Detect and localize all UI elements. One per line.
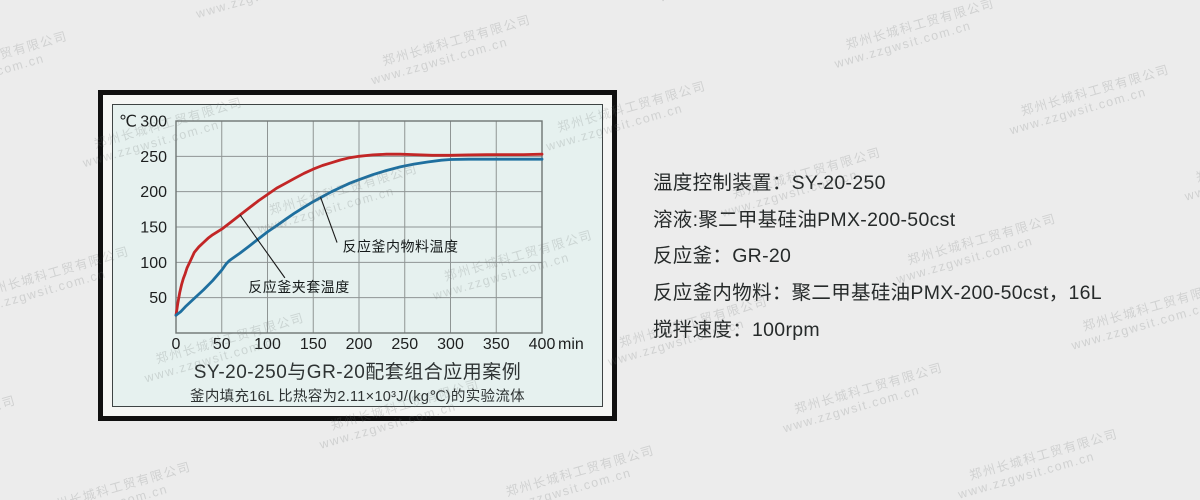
spec-label: 反应釜内物料 [653, 282, 772, 305]
watermark-url-text: www.zzgwsit.com.cn [956, 449, 1097, 500]
watermark-company-text: 郑州长城科工贸有限公司 [1194, 128, 1200, 185]
watermark-company-text: 郑州长城科工贸有限公司 [844, 0, 997, 53]
watermark-company-text: 郑州长城科工贸有限公司 [1019, 62, 1172, 119]
spec-value: GR-20 [732, 245, 792, 268]
spec-label: 温度控制装置 [653, 172, 772, 194]
spec-colon: ： [712, 245, 733, 268]
watermark-company-text: 郑州长城科工贸有限公司 [380, 12, 533, 69]
watermark-url-text: www.zzgwsit.com.cn [833, 18, 974, 72]
watermark-company-text: 郑州长城科工贸有限公司 [0, 29, 70, 85]
annotation-leader-line [320, 197, 338, 243]
watermark-url-text: www.zzgwsit.com.cn [1183, 151, 1200, 204]
series-line-material [174, 157, 544, 317]
spec-colon: ： [771, 282, 792, 305]
y-tick-label: 100 [140, 255, 167, 272]
y-tick-label: 150 [140, 220, 167, 237]
spec-colon: ： [732, 318, 753, 341]
x-tick-label: 0 [172, 336, 181, 353]
y-tick-label: 300 [140, 114, 167, 131]
spec-item-reactor-contents: 反应釜内物料：聚二甲基硅油PMX-200-50cst，16L [653, 275, 1102, 312]
spec-label: 搅拌速度 [653, 318, 733, 341]
spec-value: 聚二甲基硅油PMX-200-50cst [698, 208, 956, 231]
watermark-url-text: www.zzgwsit.com.cn [0, 408, 22, 468]
x-tick-label: 150 [300, 336, 327, 353]
watermark-company-text: 郑州长城科工贸有限公司 [792, 360, 945, 417]
y-tick-label: 250 [140, 149, 167, 166]
spec-item-solution: 溶液:聚二甲基硅油PMX-200-50cst [653, 202, 1102, 239]
annotation-label: 反应釜内物料温度 [343, 239, 459, 255]
x-tick-label: 350 [483, 336, 510, 353]
spec-value: 100rpm [752, 318, 820, 341]
x-tick-label: 400 [529, 336, 556, 353]
y-tick-label: 200 [140, 184, 167, 201]
series-line-jacket [174, 152, 544, 317]
spec-label: 反应釜 [653, 245, 713, 268]
watermark-url-text: www.zzgwsit.com.cn [0, 51, 47, 104]
watermark-url-text: www.zzgwsit.com.cn [493, 465, 634, 500]
x-tick-label: 200 [346, 336, 373, 353]
watermark-company-text: 郑州长城科工贸有限公司 [0, 393, 18, 450]
x-axis-unit: min [558, 336, 584, 353]
spec-label: 溶液 [653, 208, 693, 231]
watermark-url-text: www.zzgwsit.com.cn [369, 34, 510, 88]
spec-value: SY-20-250 [791, 172, 886, 194]
spec-list: 温度控制装置：SY-20-250 溶液:聚二甲基硅油PMX-200-50cst … [653, 165, 1102, 349]
annotation-label: 反应釜夹套温度 [248, 279, 350, 295]
spec-item-stirring-speed: 搅拌速度：100rpm [653, 312, 1102, 349]
watermark-company-text: 郑州长城科工贸有限公司 [967, 426, 1120, 483]
spec-value: 聚二甲基硅油PMX-200-50cst，16L [791, 282, 1102, 305]
y-tick-label: 50 [149, 290, 167, 307]
watermark-url-text: www.zzgwsit.com.cn [1008, 84, 1149, 138]
spec-colon: : [692, 208, 699, 231]
x-tick-label: 50 [213, 336, 231, 353]
chart-title: SY-20-250与GR-20配套组合应用案例 [193, 362, 522, 383]
spec-colon: ： [771, 172, 792, 194]
plot-border [175, 120, 543, 334]
chart-subtitle: 釜内填充16L 比热容为2.11×10³J/(kg℃)的实验流体 [190, 389, 525, 405]
x-tick-label: 250 [391, 336, 418, 353]
watermark-url-text: www.zzgwsit.com.cn [195, 0, 362, 21]
x-tick-label: 100 [254, 336, 281, 353]
spec-item-reactor: 反应釜：GR-20 [653, 238, 1102, 275]
watermark-url-text: www.zzgwsit.com.cn [658, 0, 825, 5]
watermark-company-text: 郑州长城科工贸有限公司 [40, 459, 193, 500]
y-axis-unit: ℃ [119, 114, 137, 131]
watermark-url-text: www.zzgwsit.com.cn [30, 474, 197, 500]
watermark-company-text: 郑州长城科工贸有限公司 [189, 0, 358, 8]
spec-item-temperature-controller: 温度控制装置：SY-20-250 [653, 165, 1102, 202]
watermark-company-text: 郑州长城科工贸有限公司 [1126, 489, 1200, 500]
chart-area: 0 50 100 150 200 250 300 350 400 min 50 100 150 200 25… [112, 104, 603, 407]
watermark-company-text: 郑州长城科工贸有限公司 [504, 443, 657, 500]
temperature-line-chart: 0 50 100 150 200 250 300 350 400 min 50 100 150 200 25… [119, 114, 584, 354]
watermark-url-text: www.zzgwsit.com.cn [781, 382, 922, 436]
chart-panel: 0 50 100 150 200 250 300 350 400 min 50 100 150 200 25… [98, 90, 617, 421]
annotation-leader-line [239, 214, 286, 279]
x-tick-label: 300 [437, 336, 464, 353]
